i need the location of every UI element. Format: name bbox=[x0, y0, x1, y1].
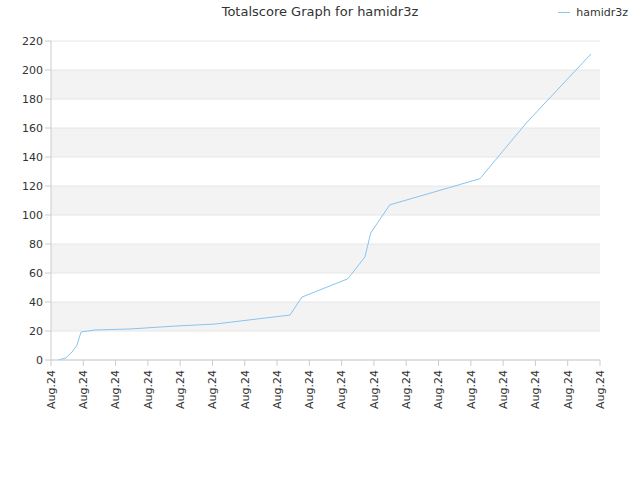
svg-text:60: 60 bbox=[29, 267, 43, 280]
svg-text:Aug.24: Aug.24 bbox=[465, 370, 478, 409]
svg-text:Aug.24: Aug.24 bbox=[529, 370, 542, 409]
svg-text:Aug.24: Aug.24 bbox=[400, 370, 413, 409]
svg-text:160: 160 bbox=[22, 122, 43, 135]
html-text:hamidr3z: hamidr3z bbox=[576, 6, 628, 19]
svg-text:Aug.24: Aug.24 bbox=[368, 370, 381, 409]
svg-text:Aug.24: Aug.24 bbox=[109, 370, 122, 409]
svg-text:140: 140 bbox=[22, 151, 43, 164]
svg-text:80: 80 bbox=[29, 238, 43, 251]
svg-text:100: 100 bbox=[22, 209, 43, 222]
svg-text:200: 200 bbox=[22, 64, 43, 77]
svg-text:Aug.24: Aug.24 bbox=[497, 370, 510, 409]
svg-text:Aug.24: Aug.24 bbox=[77, 370, 90, 409]
svg-text:120: 120 bbox=[22, 180, 43, 193]
svg-text:220: 220 bbox=[22, 35, 43, 48]
svg-text:20: 20 bbox=[29, 325, 43, 338]
svg-text:Aug.24: Aug.24 bbox=[206, 370, 219, 409]
svg-text:Aug.24: Aug.24 bbox=[142, 370, 155, 409]
svg-text:Aug.24: Aug.24 bbox=[335, 370, 348, 409]
svg-text:180: 180 bbox=[22, 93, 43, 106]
svg-text:0: 0 bbox=[36, 354, 43, 367]
svg-text:Aug.24: Aug.24 bbox=[239, 370, 252, 409]
svg-text:Aug.24: Aug.24 bbox=[303, 370, 316, 409]
svg-text:Aug.24: Aug.24 bbox=[271, 370, 284, 409]
svg-text:Aug.24: Aug.24 bbox=[174, 370, 187, 409]
svg-text:Aug.24: Aug.24 bbox=[594, 370, 607, 409]
svg-text:Aug.24: Aug.24 bbox=[45, 370, 58, 409]
svg-text:Aug.24: Aug.24 bbox=[562, 370, 575, 409]
svg-text:Aug.24: Aug.24 bbox=[432, 370, 445, 409]
html-text:Totalscore Graph for hamidr3z: Totalscore Graph for hamidr3z bbox=[221, 4, 419, 19]
svg-text:40: 40 bbox=[29, 296, 43, 309]
